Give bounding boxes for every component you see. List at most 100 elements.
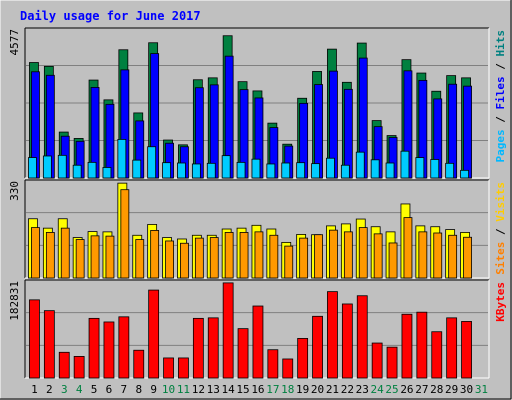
legend-separator: / <box>494 57 507 77</box>
day-label-17: 17 <box>266 383 279 396</box>
bar-kbytes-day-2 <box>43 310 55 379</box>
legend-separator: / <box>494 222 507 242</box>
bar-sites-day-10 <box>165 240 174 279</box>
day-label-4: 4 <box>76 383 83 396</box>
bar-sites-day-26 <box>403 217 413 279</box>
bar-sites-day-22 <box>343 231 353 279</box>
bar-kbytes-day-25 <box>386 346 398 379</box>
bar-sites-day-11 <box>180 242 189 279</box>
bar-sites-day-7 <box>120 189 130 279</box>
bar-kbytes-day-29 <box>446 317 458 379</box>
day-label-6: 6 <box>106 383 113 396</box>
bar-pages-day-21 <box>326 157 335 179</box>
bar-pages-day-8 <box>132 159 142 179</box>
day-label-23: 23 <box>356 383 369 396</box>
bar-sites-day-4 <box>75 239 85 279</box>
bar-kbytes-day-10 <box>163 357 174 379</box>
bar-pages-day-19 <box>296 162 306 179</box>
bar-pages-day-26 <box>400 150 410 179</box>
day-label-14: 14 <box>222 383 236 396</box>
day-label-11: 11 <box>177 383 190 396</box>
series-legend: Pages / Files / Hits <box>494 30 507 163</box>
bar-sites-day-16 <box>254 231 264 279</box>
bar-sites-day-9 <box>150 230 160 279</box>
bar-pages-day-11 <box>177 162 186 179</box>
bar-kbytes-day-27 <box>416 311 428 379</box>
bar-sites-day-28 <box>433 232 443 279</box>
series-legend: Sites / Visits <box>494 182 507 275</box>
bar-sites-day-24 <box>373 233 383 279</box>
bar-kbytes-day-22 <box>341 303 353 379</box>
bar-files-day-6 <box>105 103 115 179</box>
bar-pages-day-2 <box>42 155 52 179</box>
legend-pages: Pages <box>494 129 507 162</box>
day-label-29: 29 <box>445 383 458 396</box>
bar-pages-day-10 <box>162 162 171 179</box>
bar-pages-day-4 <box>72 164 82 179</box>
bar-pages-day-30 <box>460 169 469 179</box>
bar-kbytes-day-1 <box>29 299 40 379</box>
legend-hits: Hits <box>494 30 507 57</box>
day-label-1: 1 <box>31 383 38 396</box>
bar-kbytes-day-15 <box>237 328 249 379</box>
day-label-5: 5 <box>91 383 98 396</box>
bar-sites-day-5 <box>90 235 100 279</box>
bar-pages-day-22 <box>340 164 350 179</box>
legend-sites: Sites <box>494 242 507 275</box>
bar-kbytes-day-6 <box>103 321 115 379</box>
bar-pages-day-12 <box>191 163 201 179</box>
bar-kbytes-day-17 <box>267 349 279 379</box>
bar-sites-day-23 <box>358 227 368 279</box>
bar-pages-day-13 <box>206 162 216 179</box>
bar-sites-day-17 <box>269 234 279 279</box>
bar-kbytes-day-20 <box>312 315 323 379</box>
day-label-22: 22 <box>341 383 354 396</box>
bar-pages-day-27 <box>415 157 425 179</box>
bar-sites-day-27 <box>418 231 428 279</box>
bar-pages-day-1 <box>28 157 37 179</box>
bar-sites-day-8 <box>135 239 145 279</box>
day-label-30: 30 <box>460 383 473 396</box>
bar-kbytes-day-8 <box>133 349 145 379</box>
bar-sites-day-29 <box>448 234 458 279</box>
panel-kbytes: 182831 KBytes <box>8 279 507 379</box>
day-label-27: 27 <box>415 383 428 396</box>
bar-kbytes-day-5 <box>88 317 100 379</box>
panel-hits-files-pages: 4577 Pages / Files / Hits <box>8 27 507 179</box>
bar-kbytes-day-3 <box>58 351 70 379</box>
bar-sites-day-15 <box>239 232 249 279</box>
day-label-21: 21 <box>326 383 339 396</box>
bar-pages-day-5 <box>87 161 97 179</box>
day-label-24: 24 <box>371 383 385 396</box>
bar-kbytes-day-11 <box>178 357 189 379</box>
bar-pages-day-7 <box>117 139 127 179</box>
bar-pages-day-25 <box>385 162 395 179</box>
bar-sites-day-3 <box>60 227 70 279</box>
bar-pages-day-29 <box>445 162 455 179</box>
bar-sites-day-6 <box>105 235 115 279</box>
bar-pages-day-28 <box>430 159 440 179</box>
day-label-10: 10 <box>162 383 175 396</box>
panel-visits-sites: 330 Sites / Visits <box>8 179 507 279</box>
y-axis-max-label: 330 <box>8 181 21 201</box>
day-label-19: 19 <box>296 383 309 396</box>
bar-pages-day-18 <box>281 162 291 179</box>
day-axis: 1 2 3 4 5 6 7 8 9 10 11 12 13 14 15 16 17 18 19 20 21 22 23 24 2… <box>31 383 488 396</box>
day-label-2: 2 <box>46 383 53 396</box>
day-label-18: 18 <box>281 383 294 396</box>
day-label-8: 8 <box>135 383 142 396</box>
bar-kbytes-day-16 <box>252 305 264 379</box>
bar-sites-day-13 <box>209 237 219 279</box>
bar-kbytes-day-12 <box>192 317 204 379</box>
bar-kbytes-day-28 <box>431 331 443 379</box>
legend-files: Files <box>494 76 507 109</box>
bar-pages-day-16 <box>251 158 261 179</box>
legend-kbytes: KBytes <box>494 282 507 322</box>
bar-sites-day-14 <box>224 232 234 279</box>
bar-sites-day-1 <box>31 227 40 279</box>
day-label-9: 9 <box>150 383 157 396</box>
day-label-20: 20 <box>311 383 324 396</box>
day-label-25: 25 <box>385 383 398 396</box>
day-label-28: 28 <box>430 383 443 396</box>
bar-sites-day-30 <box>463 236 472 279</box>
